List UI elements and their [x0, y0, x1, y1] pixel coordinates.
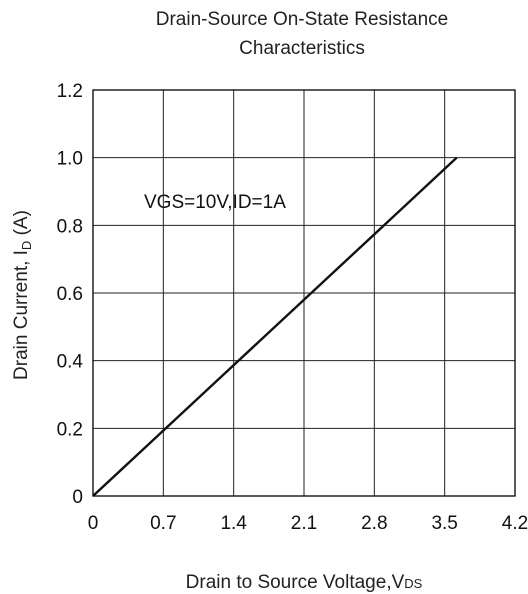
- y-tick-labels: 0 0.2 0.4 0.6 0.8 1.0 1.2: [57, 81, 84, 508]
- x-tick-labels: 0 0.7 1.4 2.1 2.8 3.5 4.2: [88, 513, 528, 534]
- y-tick-label: 0.6: [57, 284, 83, 305]
- y-axis-label-main: Drain Current, I: [11, 250, 32, 380]
- x-axis-label-subscript: DS: [404, 576, 422, 591]
- x-tick-label: 3.5: [431, 513, 457, 534]
- plot-frame: [92, 89, 516, 497]
- chart-title-line1: Drain-Source On-State Resistance: [156, 9, 449, 30]
- y-axis-label-unit: (A): [11, 210, 32, 241]
- series-line-0: [92, 156, 458, 497]
- y-tick-label: 0.2: [57, 419, 83, 440]
- gridlines: [93, 90, 515, 496]
- x-tick-label: 0: [88, 513, 99, 534]
- y-axis-label-subscript: D: [19, 241, 34, 250]
- series-layer: [92, 156, 458, 497]
- chart-title-line2: Characteristics: [239, 38, 365, 59]
- x-axis-label: Drain to Source Voltage,VDS: [186, 572, 423, 593]
- x-tick-label: 2.1: [291, 513, 317, 534]
- y-tick-label: 0: [72, 487, 83, 508]
- x-tick-label: 4.2: [502, 513, 528, 534]
- y-axis-label: Drain Current, ID (A): [11, 210, 34, 380]
- y-tick-label: 1.0: [57, 149, 83, 170]
- x-tick-label: 0.7: [150, 513, 176, 534]
- y-tick-label: 0.4: [57, 352, 84, 373]
- x-tick-label: 1.4: [220, 513, 247, 534]
- y-tick-label: 0.8: [57, 216, 83, 237]
- x-tick-label: 2.8: [361, 513, 387, 534]
- annotation-label: VGS=10V,ID=1A: [144, 192, 286, 213]
- y-tick-label: 1.2: [57, 81, 83, 102]
- x-axis-label-main: Drain to Source Voltage,V: [186, 572, 405, 593]
